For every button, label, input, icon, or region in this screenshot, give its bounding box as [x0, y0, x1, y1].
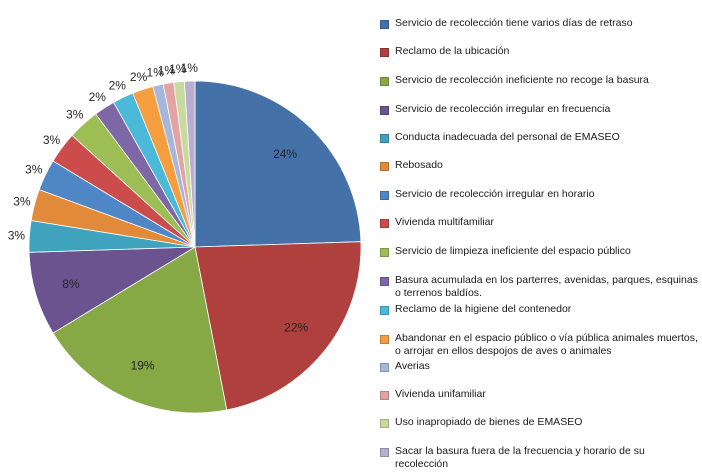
- slice-data-label: 3%: [13, 195, 31, 209]
- slice-data-label: 2%: [109, 79, 127, 93]
- legend-swatch: [380, 77, 389, 86]
- legend-item: Abandonar en el espacio público o vía pú…: [380, 332, 698, 357]
- legend-item: Rebosado: [380, 159, 698, 172]
- legend-swatch: [380, 448, 389, 457]
- legend-swatch: [380, 391, 389, 400]
- legend-label: Servicio de recolección ineficiente no r…: [395, 74, 649, 86]
- legend-label: Basura acumulada en los parterres, aveni…: [395, 274, 698, 299]
- pie-slice: [194, 241, 362, 411]
- legend-swatch: [380, 419, 389, 428]
- legend-item: Servicio de recolección tiene varios día…: [380, 17, 698, 30]
- legend-item: Reclamo de la ubicación: [380, 45, 698, 58]
- slice-data-label: 3%: [25, 162, 43, 176]
- legend-swatch: [380, 277, 389, 286]
- slice-data-label: 1%: [147, 66, 165, 80]
- legend-label: Sacar la basura fuera de la frecuencia y…: [395, 445, 645, 470]
- slice-data-label: 3%: [8, 229, 26, 243]
- legend-item: Reclamo de la higiene del contenedor: [380, 303, 698, 316]
- legend-label: Conducta inadecuada del personal de EMAS…: [395, 131, 620, 143]
- legend-label: Reclamo de la ubicación: [395, 45, 510, 57]
- legend-item: Sacar la basura fuera de la frecuencia y…: [380, 445, 698, 470]
- legend-swatch: [380, 20, 389, 29]
- legend-item: Vivienda unifamiliar: [380, 388, 698, 401]
- legend-label: Servicio de recolección irregular en fre…: [395, 103, 611, 115]
- legend-swatch: [380, 191, 389, 200]
- slice-data-label: 2%: [130, 70, 148, 84]
- legend-label: Servicio de recolección tiene varios día…: [395, 17, 633, 29]
- slice-data-label: 19%: [131, 358, 155, 372]
- legend-item: Averias: [380, 360, 698, 373]
- legend-swatch: [380, 48, 389, 57]
- legend-swatch: [380, 248, 389, 257]
- pie-slice: [194, 80, 362, 248]
- slice-data-label: 22%: [284, 321, 308, 335]
- legend-item: Servicio de limpieza ineficiente del esp…: [380, 245, 698, 258]
- legend-label: Averias: [395, 360, 430, 372]
- legend-swatch: [380, 106, 389, 115]
- legend-swatch: [380, 134, 389, 143]
- legend-item: Servicio de recolección irregular en fre…: [380, 103, 698, 116]
- pie-slice: [183, 80, 196, 248]
- legend-item: Uso inapropiado de bienes de EMASEO: [380, 416, 698, 429]
- legend-label: Reclamo de la higiene del contenedor: [395, 303, 572, 315]
- slice-data-label: 1%: [169, 62, 187, 76]
- legend-label: Servicio de recolección irregular en hor…: [395, 188, 595, 200]
- slice-data-label: 3%: [43, 133, 61, 147]
- legend-label: Rebosado: [395, 159, 443, 171]
- legend-label: Vivienda unifamiliar: [395, 388, 486, 400]
- legend-label: Servicio de limpieza ineficiente del esp…: [395, 245, 631, 257]
- legend-item: Servicio de recolección ineficiente no r…: [380, 74, 698, 87]
- pie-slice: [52, 246, 228, 414]
- legend-item: Vivienda multifamiliar: [380, 216, 698, 229]
- legend-item: Servicio de recolección irregular en hor…: [380, 188, 698, 201]
- legend-swatch: [380, 162, 389, 171]
- slice-data-label: 8%: [62, 277, 80, 291]
- legend-label: Abandonar en el espacio público o vía pú…: [395, 332, 698, 357]
- legend-swatch: [380, 306, 389, 315]
- slice-data-label: 1%: [181, 61, 199, 75]
- legend-swatch: [380, 335, 389, 344]
- slice-data-label: 1%: [158, 63, 176, 77]
- legend-item: Basura acumulada en los parterres, aveni…: [380, 274, 698, 299]
- legend-label: Uso inapropiado de bienes de EMASEO: [395, 416, 583, 428]
- legend-swatch: [380, 219, 389, 228]
- legend-label: Vivienda multifamiliar: [395, 216, 495, 228]
- pie-chart: 24%22%19%8%3%3%3%3%3%2%2%2% 1%1%1%1%: [8, 61, 362, 414]
- slice-data-label: 2%: [89, 90, 107, 104]
- slice-data-label: 24%: [273, 147, 297, 161]
- legend-swatch: [380, 363, 389, 372]
- legend-item: Conducta inadecuada del personal de EMAS…: [380, 131, 698, 144]
- slice-data-label: 3%: [66, 108, 84, 122]
